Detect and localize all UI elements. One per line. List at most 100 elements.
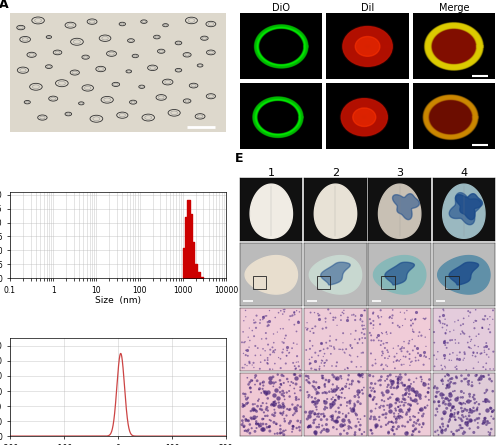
- Point: [307, 360, 315, 367]
- Point: [309, 325, 317, 332]
- Point: [405, 376, 413, 384]
- Point: [451, 406, 459, 413]
- Point: [276, 430, 284, 437]
- Point: [296, 387, 304, 394]
- Point: [277, 307, 285, 314]
- Point: [384, 420, 392, 427]
- Point: [448, 357, 456, 364]
- Point: [488, 425, 496, 433]
- Point: [251, 428, 259, 435]
- Point: [416, 329, 424, 336]
- Point: [310, 398, 318, 405]
- Point: [446, 380, 454, 387]
- Point: [344, 399, 351, 406]
- Point: [306, 309, 314, 316]
- Title: 3: 3: [396, 168, 403, 178]
- Point: [345, 417, 353, 424]
- Point: [292, 359, 300, 366]
- Point: [332, 363, 340, 370]
- Point: [463, 407, 471, 414]
- Point: [315, 410, 323, 417]
- Point: [388, 418, 396, 425]
- Point: [308, 325, 316, 332]
- Point: [449, 404, 457, 411]
- Point: [470, 396, 478, 403]
- Point: [246, 384, 254, 391]
- Point: [294, 319, 302, 326]
- Point: [433, 388, 441, 396]
- Point: [328, 343, 336, 350]
- Point: [478, 324, 486, 332]
- Point: [398, 380, 406, 387]
- Point: [344, 410, 352, 417]
- Point: [440, 408, 448, 415]
- Point: [390, 384, 398, 392]
- Point: [332, 336, 340, 344]
- Point: [270, 406, 278, 413]
- Point: [272, 421, 280, 428]
- Point: [460, 315, 468, 322]
- Point: [266, 366, 274, 373]
- Point: [360, 331, 368, 338]
- Point: [252, 418, 260, 425]
- Point: [319, 372, 327, 379]
- Point: [482, 388, 490, 396]
- Point: [451, 364, 459, 371]
- Point: [448, 405, 456, 412]
- Point: [266, 428, 274, 435]
- Point: [450, 411, 458, 418]
- Point: [404, 348, 411, 355]
- Point: [434, 348, 442, 355]
- Point: [388, 391, 396, 398]
- Point: [461, 405, 469, 413]
- Point: [240, 427, 248, 434]
- Point: [442, 327, 450, 334]
- Point: [280, 372, 287, 380]
- Point: [438, 428, 446, 435]
- Point: [366, 320, 374, 327]
- Point: [452, 374, 460, 381]
- Point: [346, 343, 354, 350]
- Point: [318, 357, 326, 364]
- Point: [274, 394, 281, 401]
- Point: [396, 415, 404, 422]
- Point: [283, 376, 291, 383]
- Point: [464, 419, 472, 426]
- Point: [401, 423, 409, 430]
- Point: [278, 391, 286, 398]
- Point: [472, 317, 480, 324]
- Title: DiI: DiI: [361, 3, 374, 12]
- Point: [438, 377, 446, 384]
- Point: [485, 345, 493, 352]
- Point: [250, 359, 258, 366]
- Point: [326, 342, 334, 349]
- Point: [344, 372, 352, 379]
- Point: [328, 416, 336, 423]
- Point: [378, 329, 386, 336]
- Point: [435, 317, 443, 324]
- Point: [354, 391, 362, 398]
- Point: [366, 393, 374, 400]
- Point: [360, 384, 368, 391]
- Point: [284, 405, 292, 413]
- Point: [465, 344, 473, 351]
- Point: [406, 405, 413, 412]
- Point: [259, 316, 267, 323]
- Point: [306, 345, 314, 352]
- Point: [424, 389, 432, 396]
- Point: [344, 364, 351, 371]
- Point: [326, 405, 334, 412]
- Point: [290, 423, 298, 430]
- Point: [372, 405, 380, 412]
- Point: [393, 425, 401, 433]
- Point: [358, 329, 366, 336]
- Point: [248, 377, 256, 384]
- Point: [264, 319, 272, 326]
- Point: [295, 363, 303, 370]
- Point: [390, 431, 398, 438]
- Point: [420, 348, 428, 356]
- Point: [426, 355, 434, 362]
- Point: [262, 400, 270, 407]
- Point: [302, 324, 310, 332]
- Point: [402, 389, 410, 396]
